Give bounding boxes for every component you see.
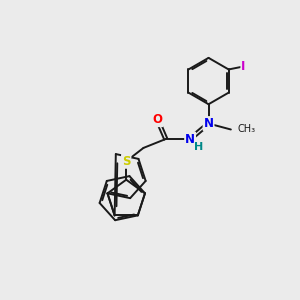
Text: N: N bbox=[185, 133, 195, 146]
Text: N: N bbox=[204, 117, 214, 130]
Text: H: H bbox=[194, 142, 204, 152]
Text: S: S bbox=[122, 155, 130, 168]
Text: CH₃: CH₃ bbox=[237, 124, 256, 134]
Text: I: I bbox=[241, 60, 246, 73]
Text: O: O bbox=[152, 113, 162, 126]
